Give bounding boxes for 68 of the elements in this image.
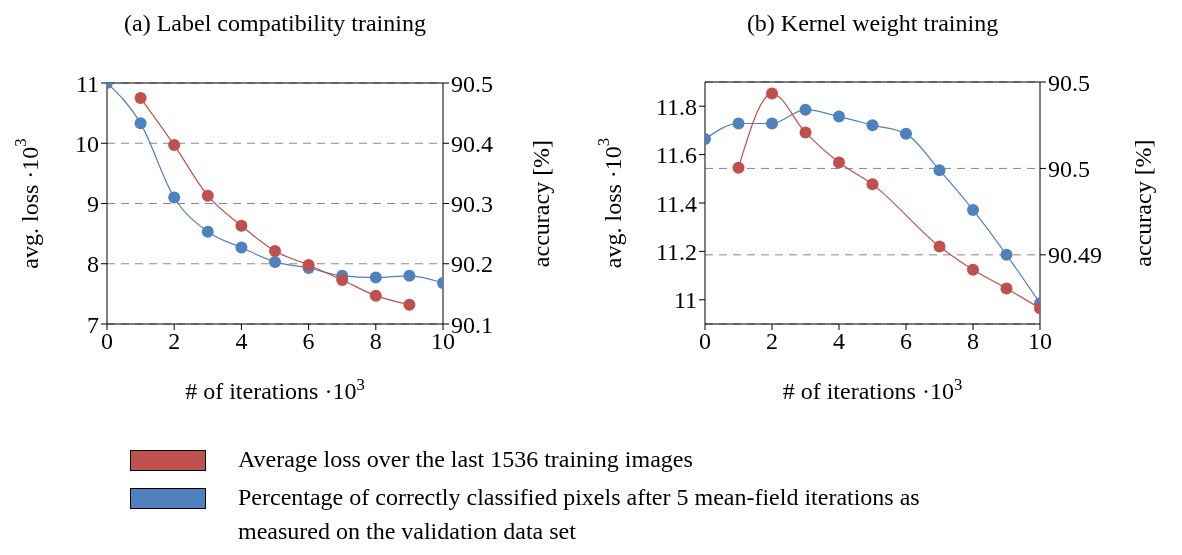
y2-tick-label: 90.2 [451,251,493,278]
point [134,92,147,105]
point [799,103,812,116]
point [235,219,248,232]
y2-tick-label: 90.3 [451,191,493,218]
point [833,156,845,169]
x-axis-title: # of iterations ·10$^{3}$ [185,374,365,404]
point [732,117,745,130]
point [201,225,214,238]
point [732,161,745,174]
y-tick-label: 9 [87,191,99,218]
chart-title: (a) Label compatibility training [123,10,427,37]
point [403,269,416,282]
y2-axis-title: accuracy [%] [527,139,554,268]
point [766,117,778,130]
y-tick-label: 7 [87,311,99,338]
y2-tick-label: 90.5 [451,70,493,97]
point [403,298,416,311]
point [369,271,382,284]
point [866,178,879,191]
y2-tick-label: 90.49 [1048,242,1102,269]
point [933,164,946,177]
y-tick-label: 11.6 [655,142,697,169]
x-tick-label: 2 [766,328,778,355]
x-tick-label: 8 [967,328,979,355]
x-tick-label: 8 [369,328,382,355]
x-tick-label: 6 [900,328,912,355]
x-tick-label: 6 [302,328,315,355]
point [336,274,349,287]
point [967,263,979,276]
point [766,87,778,100]
x-tick-label: 2 [168,328,181,355]
y-tick-label: 10 [75,130,99,157]
y2-tick-label: 90.4 [451,130,493,157]
x-axis-title: # of iterations ·10$^{3}$ [782,374,963,404]
x-tick-label: 0 [699,328,711,355]
y2-axis-title: accuracy [%] [1129,139,1156,267]
x-tick-label: 4 [235,328,248,355]
point [269,255,281,268]
y-tick-label: 11.8 [655,93,697,120]
point [1000,248,1013,261]
legend-label: Average loss over the last 1536 training images [238,445,694,474]
y-tick-label: 11.2 [655,238,697,265]
point [1000,282,1013,295]
x-tick-label: 10 [1028,328,1052,355]
point [900,127,912,140]
y-tick-label: 11 [75,70,99,97]
y-tick-label: 11 [673,287,697,314]
y-tick-label: 11.4 [655,190,697,217]
x-tick-label: 0 [101,328,113,355]
point [201,189,214,202]
point [168,191,181,204]
point [168,139,181,152]
point [369,289,382,302]
point [933,240,946,253]
x-tick-label: 4 [833,328,845,355]
point [967,203,979,216]
y-tick-label: 8 [87,251,99,278]
legend-label: Percentage of correctly classified pixels after 5 mean-field iterations as measured on the validation data set [238,483,921,546]
point [833,110,845,123]
y2-tick-label: 90.5 [1048,155,1090,182]
y2-tick-label: 90.5 [1048,69,1090,96]
chart-title: (b) Kernel weight training [745,10,1000,37]
point [866,119,879,132]
point [799,126,812,139]
point [269,245,281,258]
point [134,117,147,130]
point [235,241,248,254]
